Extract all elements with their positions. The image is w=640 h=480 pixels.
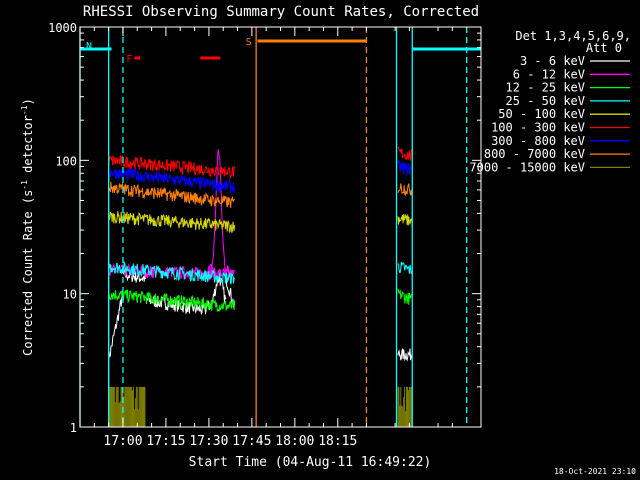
y-label-sup2: -1 [20, 105, 29, 115]
x-tick-label: 18:00 [275, 434, 314, 449]
y-label-end: ) [21, 98, 35, 105]
y-label-mid: detector [21, 115, 35, 180]
series-segment [397, 214, 413, 227]
series-segment [108, 154, 236, 180]
series-segment [205, 149, 230, 277]
series-segment [108, 211, 236, 233]
chart-title: RHESSI Observing Summary Count Rates, Co… [83, 4, 479, 20]
legend-label: 50 - 100 keV [498, 107, 585, 121]
y-tick-label: 10 [63, 288, 77, 302]
y-tick-label: 1 [70, 421, 77, 435]
x-tick-label: 17:45 [232, 434, 271, 449]
series-segment [397, 348, 413, 362]
flag-label-N: N [86, 41, 92, 52]
y-tick-label: 100 [55, 154, 77, 168]
generation-timestamp: 18-Oct-2021 23:10 [554, 467, 636, 476]
series-7000-15000-keV [108, 386, 412, 427]
flag-label-S: S [246, 37, 252, 48]
legend-label: 3 - 6 keV [520, 54, 585, 68]
x-tick-label: 17:15 [146, 434, 185, 449]
y-tick-label: 1000 [48, 21, 77, 35]
legend-label: 25 - 50 keV [506, 94, 585, 108]
series-segment [108, 166, 236, 194]
series-segment [397, 160, 413, 177]
series-segment [122, 268, 147, 283]
series-segment [108, 289, 236, 312]
y-label-sup1: -1 [20, 180, 29, 190]
series-segment [108, 290, 124, 367]
x-tick-label: 17:30 [189, 434, 228, 449]
legend-label: 300 - 800 keV [491, 134, 585, 148]
series-segment [397, 146, 413, 162]
series-segment [108, 260, 236, 285]
series-segment [397, 261, 413, 276]
legend-label: 6 - 12 keV [513, 67, 585, 81]
series-segment [397, 183, 413, 197]
x-axis-label: Start Time (04-Aug-11 16:49:22) [189, 455, 432, 470]
legend-label: 12 - 25 keV [506, 81, 585, 95]
y-axis-label: Corrected Count Rate (s-1 detector-1) [20, 98, 35, 356]
legend-label: 100 - 300 keV [491, 121, 585, 135]
flag-bars: N S F [80, 37, 481, 65]
legend-header-line2: Att 0 [586, 41, 622, 55]
legend-header-line1: Det 1,3,4,5,6,9, [515, 29, 631, 43]
x-tick-label: 17:00 [103, 434, 142, 449]
legend-label: 7000 - 15000 keV [469, 160, 585, 174]
flag-label-F: F [126, 54, 132, 65]
series-segment [145, 294, 207, 316]
axes: 1 10 100 1000 17:00 17:15 17:30 17:45 18:00 18:15 [48, 21, 482, 449]
series-segment [108, 181, 236, 209]
legend-label: 800 - 7000 keV [484, 147, 585, 161]
y-label-main: Corrected Count Rate (s [21, 190, 35, 356]
series-segment [397, 288, 413, 305]
x-tick-label: 18:15 [318, 434, 357, 449]
